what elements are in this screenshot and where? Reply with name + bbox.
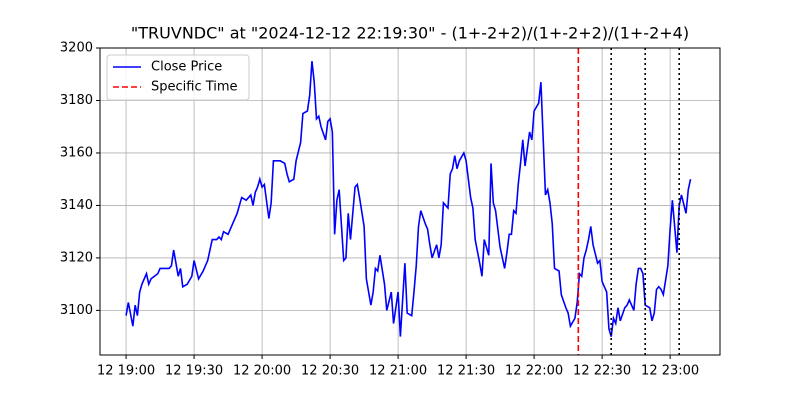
y-tick-label: 3100 xyxy=(60,303,93,318)
x-tick-label: 12 21:00 xyxy=(369,364,427,379)
x-tick-label: 12 22:30 xyxy=(573,364,631,379)
plot-frame xyxy=(99,47,721,356)
legend-label: Close Price xyxy=(151,60,222,75)
price-line xyxy=(125,61,692,337)
x-tick-label: 12 21:30 xyxy=(437,364,495,379)
x-tick-label: 12 19:30 xyxy=(165,364,223,379)
y-tick-label: 3140 xyxy=(60,198,93,213)
x-tick-label: 12 20:00 xyxy=(233,364,291,379)
y-tick-label: 3120 xyxy=(60,250,93,265)
legend-label: Specific Time xyxy=(151,80,238,95)
x-tick-label: 12 23:00 xyxy=(641,364,699,379)
x-tick-label: 12 22:00 xyxy=(505,364,563,379)
x-tick-label: 12 20:30 xyxy=(301,364,359,379)
y-tick-label: 3160 xyxy=(60,145,93,160)
y-tick-label: 3180 xyxy=(60,93,93,108)
y-tick-label: 3200 xyxy=(60,41,93,56)
legend-box xyxy=(106,54,250,101)
x-tick-label: 12 19:00 xyxy=(97,364,155,379)
chart-title: "TRUVNDC" at "2024-12-12 22:19:30" - (1+… xyxy=(131,24,689,43)
